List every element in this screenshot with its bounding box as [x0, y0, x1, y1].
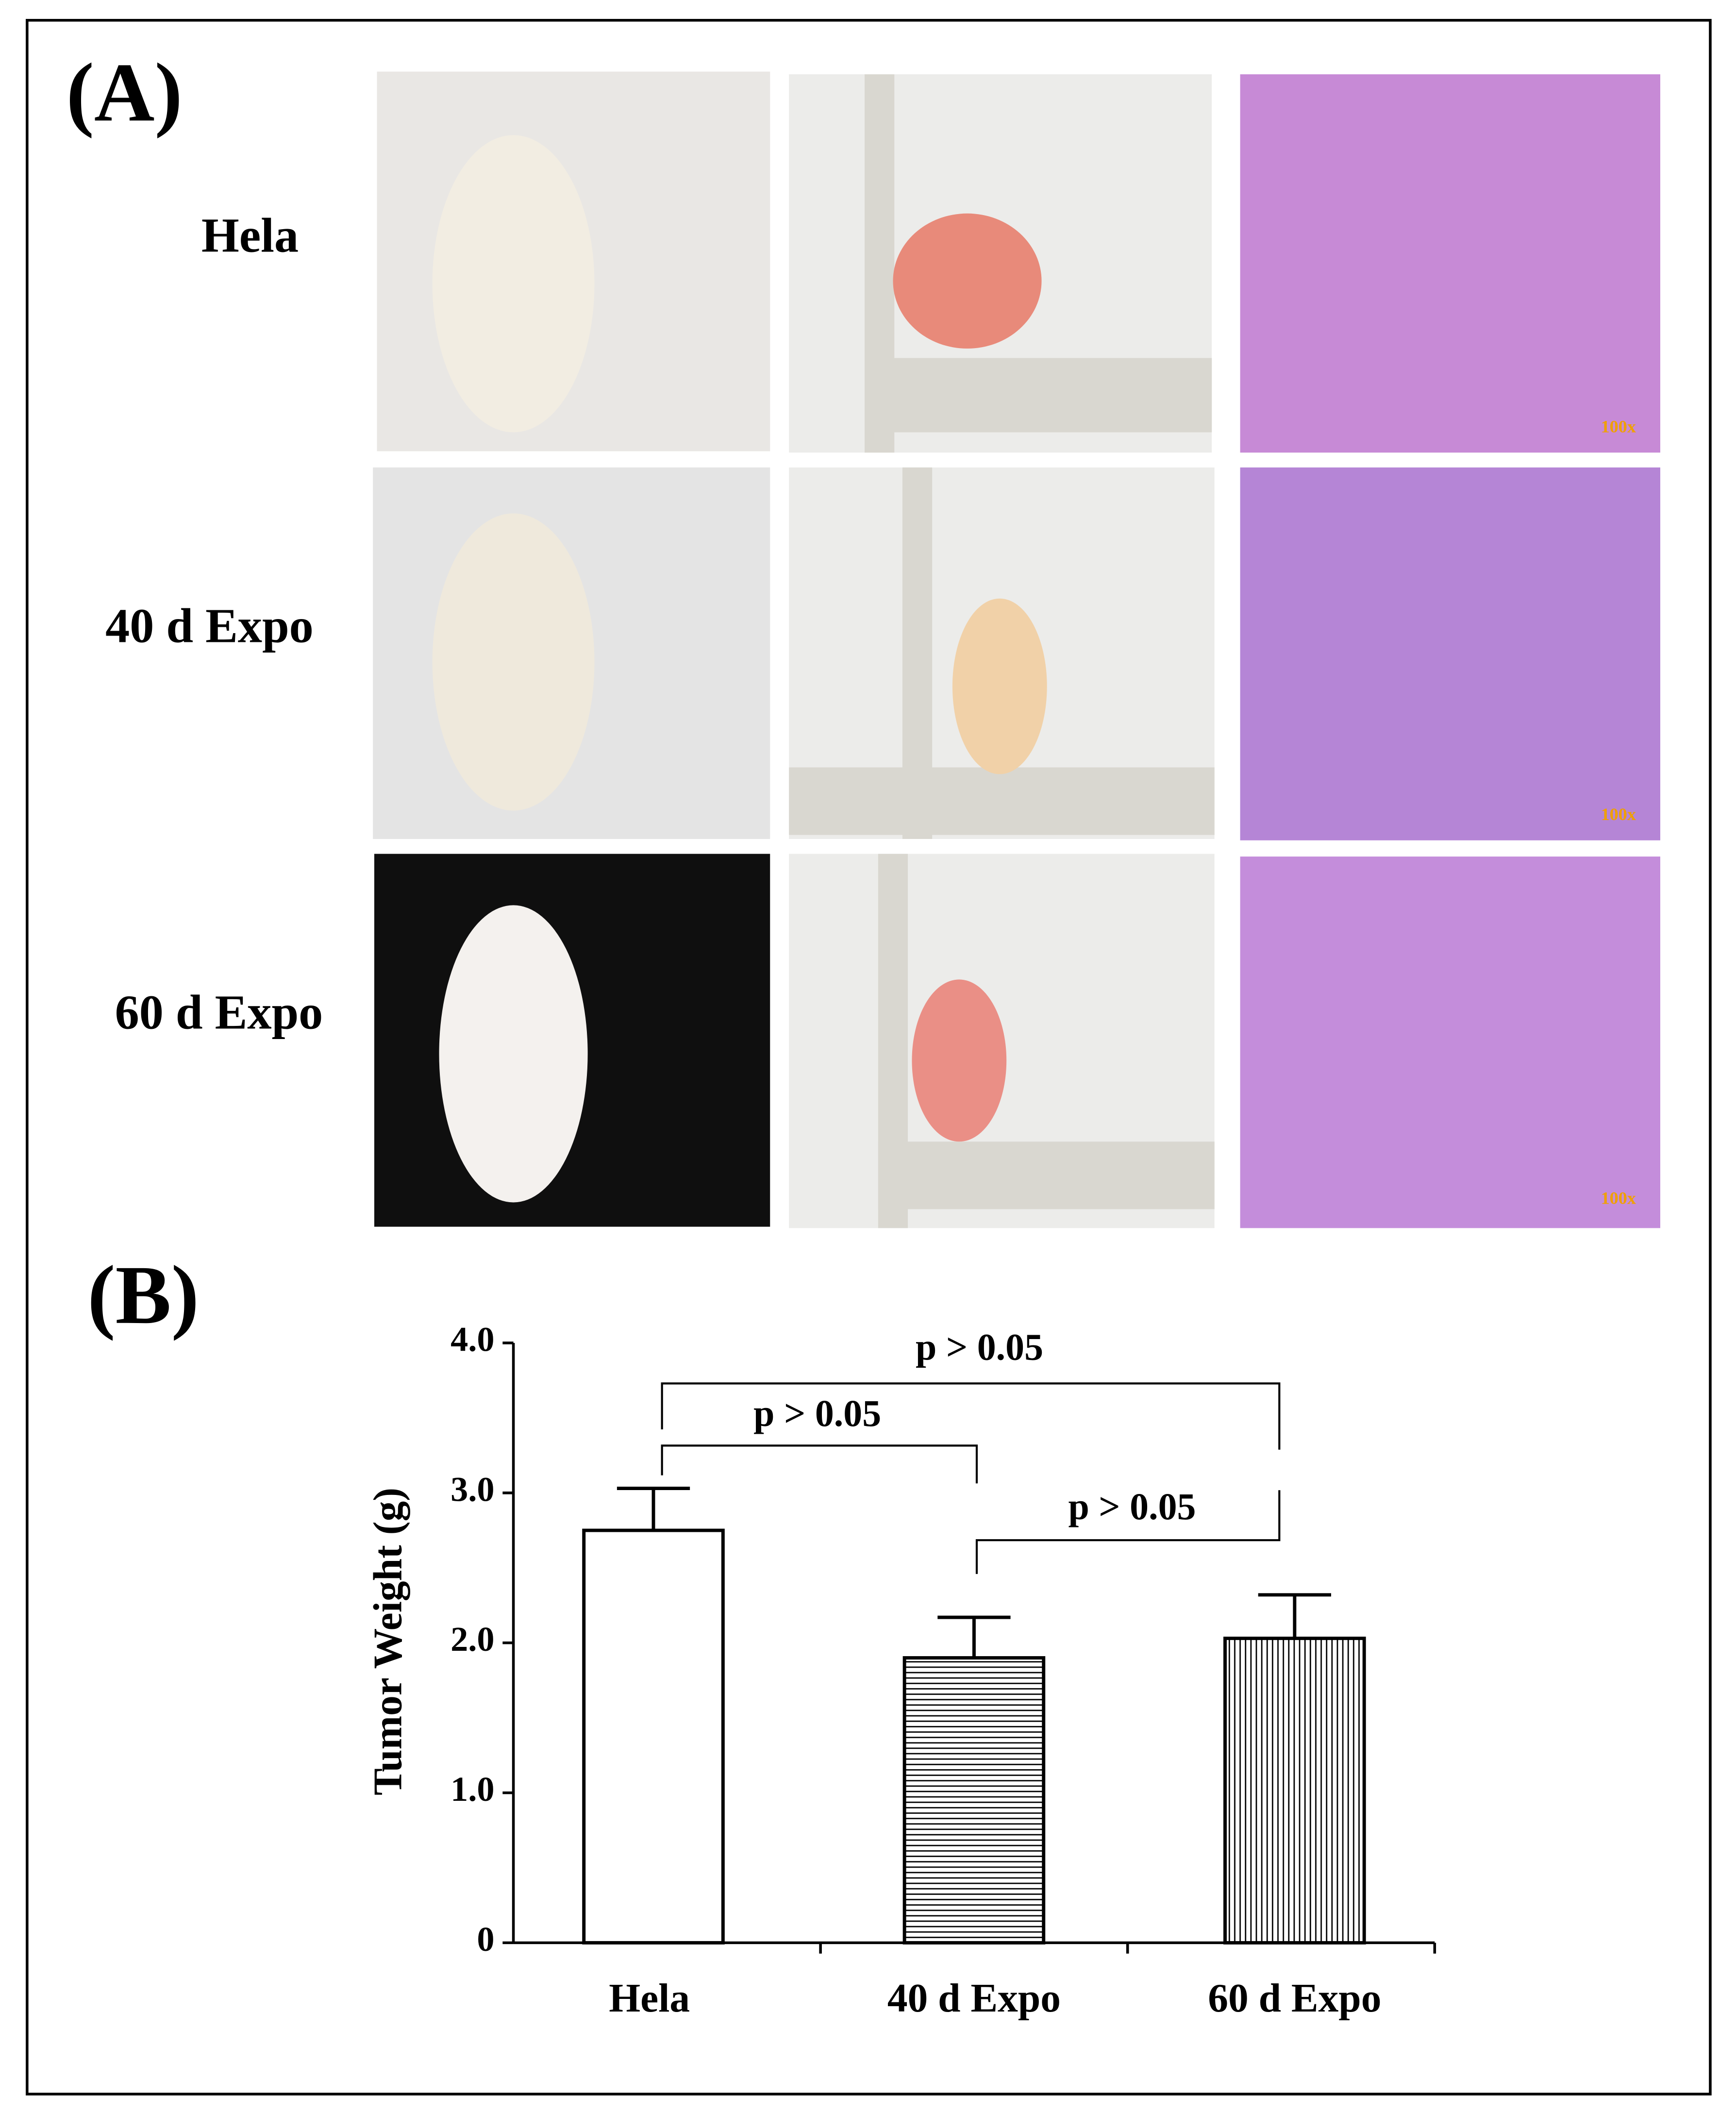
tumor: [893, 213, 1042, 349]
histology-image: [1240, 856, 1660, 1228]
mouse-photo: [432, 513, 595, 811]
scale-label: 100x: [1601, 805, 1636, 824]
ruler: [865, 74, 895, 453]
y-tick-label: 0: [477, 1920, 494, 1959]
significance-label: p > 0.05: [916, 1326, 1043, 1368]
plot: 0 1.0 2.0 3.0 4.0 Hela 40 d Expo 60 d Expo p > 0…: [451, 1320, 1436, 2021]
x-tick-label: 60 d Expo: [1208, 1976, 1381, 2021]
significance-bracket: [661, 1382, 1281, 1450]
mouse-photo: [432, 135, 595, 433]
y-tick-label: 1.0: [451, 1770, 494, 1809]
y-tick-label: 4.0: [451, 1320, 494, 1359]
scale-label: 100x: [1601, 417, 1636, 436]
panel-label: (B): [87, 1249, 199, 1342]
y-axis-label: Tumor Weight (g): [366, 1488, 410, 1795]
ruler: [891, 358, 1212, 433]
histology-image: [1240, 467, 1660, 840]
row-label: Hela: [201, 208, 299, 262]
significance-label: p > 0.05: [753, 1392, 881, 1434]
histology-image: [1240, 74, 1660, 453]
significance-bracket: [661, 1444, 978, 1484]
panel-label: (A): [66, 46, 182, 139]
y-tick-label: 3.0: [451, 1470, 494, 1509]
significance-bracket: [975, 1490, 1281, 1574]
x-tick-label: Hela: [609, 1976, 690, 2021]
row-label: 40 d Expo: [105, 599, 314, 653]
ruler: [789, 767, 1215, 835]
bar: [902, 1656, 1046, 1945]
ruler: [878, 1141, 1215, 1209]
mouse-photo: [439, 905, 588, 1203]
photo-grid: [373, 71, 1660, 1228]
tumor: [952, 598, 1047, 774]
x-tick-label: 40 d Expo: [887, 1976, 1061, 2021]
row-label: 60 d Expo: [115, 985, 323, 1039]
y-tick-label: 2.0: [451, 1620, 494, 1659]
bar: [582, 1528, 725, 1945]
tumor: [912, 979, 1007, 1142]
bar: [1223, 1636, 1366, 1945]
scale-label: 100x: [1601, 1188, 1636, 1207]
significance-label: p > 0.05: [1068, 1486, 1196, 1527]
